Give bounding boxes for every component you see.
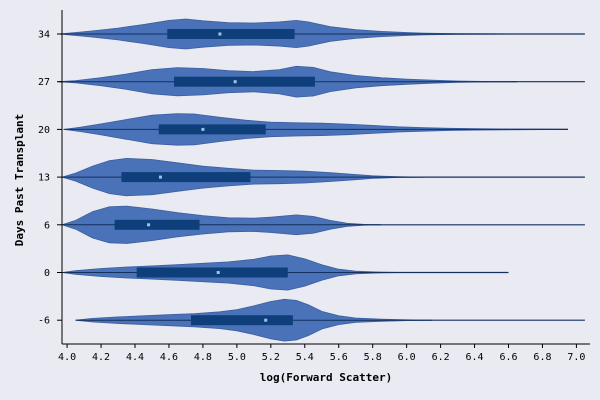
x-tick-label: 6.0: [398, 352, 416, 363]
violin-group-27: [58, 65, 585, 98]
violin-group-13: [60, 157, 585, 197]
x-tick-label: 4.4: [126, 352, 144, 363]
iqr-box: [167, 29, 295, 39]
violin-group-20: [63, 113, 568, 146]
x-tick-label: 5.8: [364, 352, 382, 363]
x-tick-label: 7.0: [567, 352, 585, 363]
median-marker: [158, 175, 162, 179]
x-tick-label: 5.4: [296, 352, 314, 363]
x-axis-title: log(Forward Scatter): [260, 371, 392, 384]
x-tick-label: 6.8: [533, 352, 551, 363]
violin-group-6: [60, 205, 585, 244]
x-tick-label: 4.8: [194, 352, 212, 363]
y-tick-label: 13: [38, 173, 50, 184]
y-tick-label: -6: [38, 316, 50, 327]
violin-group-34: [58, 18, 585, 50]
y-axis-title: Days Past Transplant: [13, 114, 26, 246]
axes-layer: 34 27 20 13 6 0 -6 4.0 4.2 4.4 4.6 4.8 5.0 5.2 5.4 5.6 5…: [38, 10, 590, 363]
x-tick-label: 5.6: [330, 352, 348, 363]
x-tick-label: 6.2: [432, 352, 450, 363]
violins-layer: [58, 18, 585, 342]
median-marker: [218, 32, 222, 36]
y-tick-label: 27: [38, 77, 50, 88]
violin-group-0: [61, 254, 509, 291]
x-tick-label: 4.6: [160, 352, 178, 363]
median-marker: [201, 127, 205, 131]
x-tick-label: 6.6: [499, 352, 517, 363]
iqr-box: [121, 172, 251, 183]
violin-group--6: [75, 298, 585, 342]
y-tick-label: 0: [44, 268, 50, 279]
x-tick-label: 4.0: [58, 352, 76, 363]
iqr-box: [136, 267, 288, 278]
y-tick-label: 6: [44, 220, 50, 231]
x-tick-label: 4.2: [92, 352, 110, 363]
iqr-box: [174, 76, 315, 87]
x-tick-label: 5.0: [228, 352, 246, 363]
median-marker: [264, 318, 268, 322]
median-marker: [216, 271, 220, 274]
y-tick-label: 20: [38, 125, 50, 136]
x-tick-label: 6.4: [466, 352, 484, 363]
median-marker: [233, 80, 237, 84]
y-tick-label: 34: [38, 30, 50, 41]
x-tick-label: 5.2: [262, 352, 280, 363]
iqr-box: [158, 124, 266, 135]
median-marker: [147, 223, 151, 227]
iqr-box: [191, 315, 293, 326]
iqr-box: [114, 219, 200, 230]
